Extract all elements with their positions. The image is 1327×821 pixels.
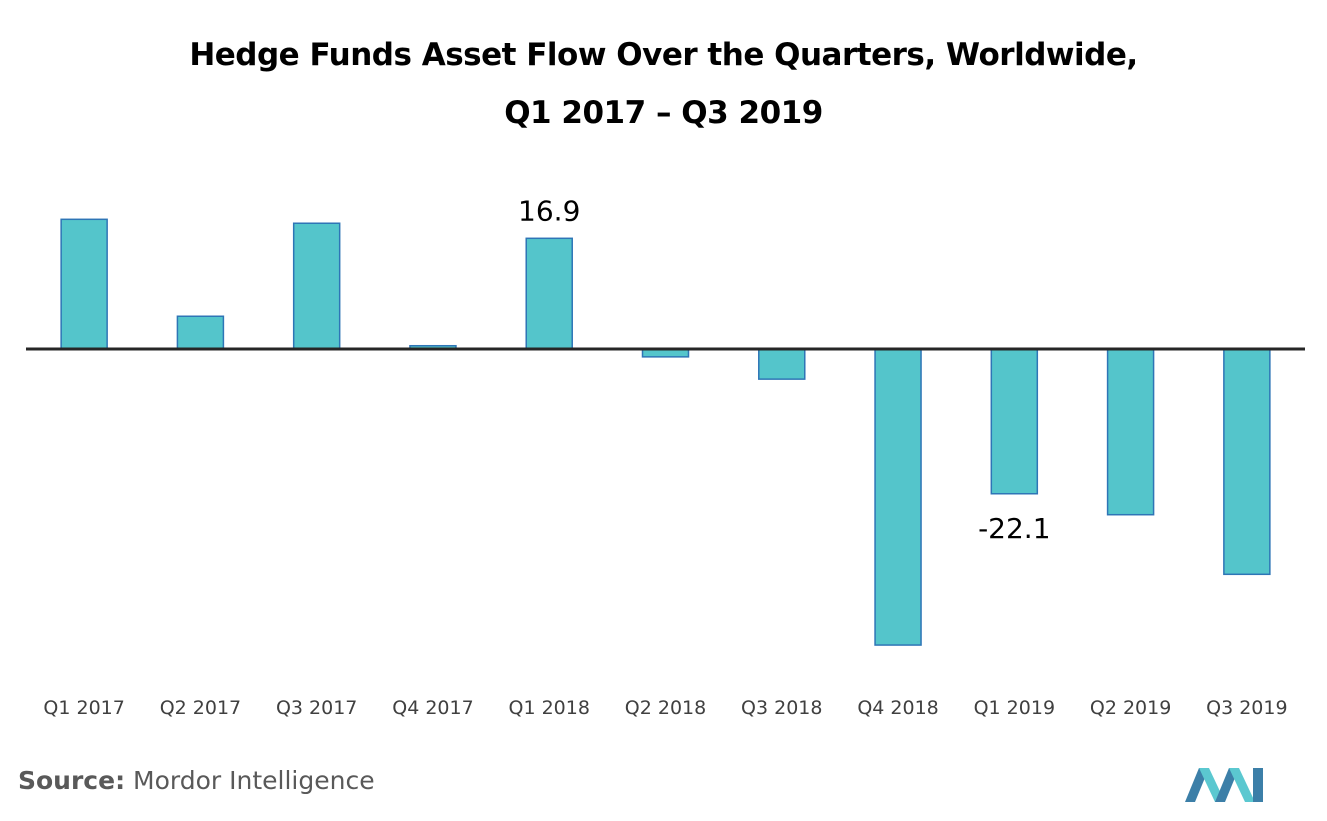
x-tick-label: Q3 2017 [276, 697, 357, 719]
logo-far-stroke [1229, 768, 1255, 802]
source-label: Source: [18, 766, 126, 795]
x-tick-label: Q3 2019 [1206, 697, 1287, 719]
data-label: -22.1 [978, 512, 1050, 545]
chart-title-line-1: Hedge Funds Asset Flow Over the Quarters… [189, 37, 1138, 73]
source-name: Mordor Intelligence [133, 766, 375, 795]
x-tick-label: Q2 2017 [160, 697, 241, 719]
logo-end-bar [1253, 768, 1263, 802]
chart-title: Hedge Funds Asset Flow Over the Quarters… [0, 26, 1327, 142]
source-note: Source: Mordor Intelligence [18, 766, 375, 795]
bar-group [60, 218, 1271, 646]
bar-q1-2018 [525, 237, 573, 350]
x-tick-label: Q4 2018 [857, 697, 938, 719]
x-tick-label: Q1 2019 [974, 697, 1055, 719]
x-tick-label: Q2 2019 [1090, 697, 1171, 719]
x-tick-label: Q4 2017 [392, 697, 473, 719]
x-tick-label: Q1 2017 [43, 697, 124, 719]
bar-q2-2019 [1106, 348, 1155, 516]
bar-q3-2019 [1223, 348, 1271, 576]
mordor-intelligence-logo [1185, 768, 1263, 802]
data-label-group: 16.9 -22.1 [518, 194, 1050, 544]
x-tick-label: Q1 2018 [509, 697, 590, 719]
bar-chart: 16.9-22.1 Q1 2017 Q2 2017 Q3 2017 Q4 2017 Q1… [26, 194, 1305, 719]
x-tick-label: Q3 2018 [741, 697, 822, 719]
bar-q1-2017 [60, 218, 108, 350]
chart-title-line-2: Q1 2017 – Q3 2019 [504, 95, 823, 131]
x-tick-label-group: Q1 2017 Q2 2017 Q3 2017 Q4 2017 Q1 2018 Q2 20… [43, 697, 1287, 719]
bar-q1-2019 [990, 348, 1039, 495]
bar-q4-2018 [874, 348, 922, 646]
bar-q3-2017 [292, 222, 341, 350]
bar-q2-2017 [176, 315, 225, 350]
x-tick-label: Q2 2018 [625, 697, 706, 719]
bar-q3-2018 [758, 348, 806, 380]
data-label: 16.9 [518, 194, 580, 227]
